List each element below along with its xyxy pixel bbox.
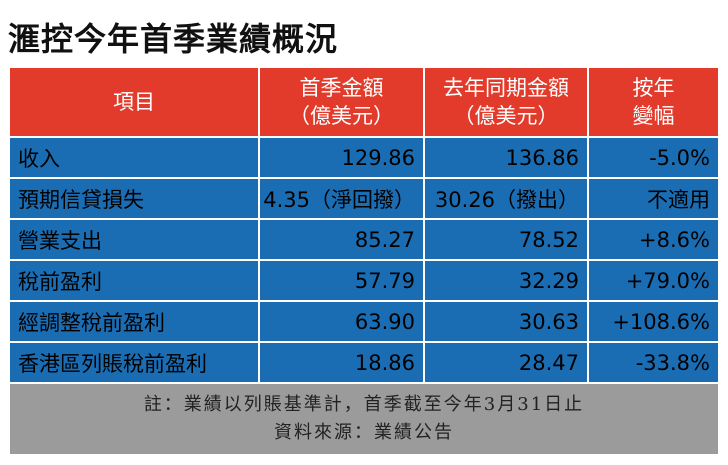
table-row: 營業支出 85.27 78.52 +8.6% bbox=[10, 218, 718, 259]
table-row: 預期信貸損失 4.35（淨回撥） 30.26（撥出） 不適用 bbox=[10, 177, 718, 218]
header-text: （億美元） bbox=[453, 104, 559, 128]
table-cell: 收入 bbox=[18, 146, 60, 171]
table-cell: 預期信貸損失 bbox=[18, 187, 144, 212]
header-cell: 按年 變幅 bbox=[587, 68, 718, 136]
table-cell: 香港區列賬稅前盈利 bbox=[18, 351, 207, 376]
table: 項目 首季金額 （億美元） 去年同期金額 （億美元） 按年變幅收入 129.86 136.86… bbox=[10, 68, 718, 454]
table-cell: 28.47 bbox=[423, 343, 587, 382]
table-cell: -5.0% bbox=[587, 138, 718, 177]
table-cell: 136.86 bbox=[423, 138, 587, 177]
header-text: （億美元） bbox=[289, 104, 394, 128]
table-cell: 4.35（淨回撥） bbox=[258, 179, 423, 218]
table-cell: +108.6% bbox=[587, 302, 718, 341]
table-cell: 63.90 bbox=[258, 302, 423, 341]
table-row: 收入 129.86 136.86 -5.0% bbox=[10, 136, 718, 177]
table-cell: 30.63 bbox=[423, 302, 587, 341]
table-cell: 30.26（撥出） bbox=[423, 179, 587, 218]
table-cell: +8.6% bbox=[587, 220, 718, 259]
table-cell: 57.79 bbox=[258, 261, 423, 300]
table-cell: 經調整稅前盈利 bbox=[18, 310, 165, 335]
table-cell: 129.86 bbox=[258, 138, 423, 177]
table-cell: -33.8% bbox=[587, 343, 718, 382]
table-cell: +79.0% bbox=[587, 261, 718, 300]
title: 滙控今年首季業績概況 bbox=[8, 20, 339, 58]
header-text: 首季金額 bbox=[299, 76, 384, 100]
table-cell: 32.29 bbox=[423, 261, 587, 300]
footer-text: 資料來源：業績公告 bbox=[274, 422, 454, 443]
header-cell: 首季金額 （億美元） bbox=[258, 68, 423, 136]
table-row: 稅前盈利 57.79 32.29 +79.0% bbox=[10, 259, 718, 300]
header-text: 項目 bbox=[113, 90, 155, 114]
header-text: 變幅 bbox=[632, 104, 675, 128]
table-row: 香港區列賬稅前盈利 18.86 28.47 -33.8% bbox=[10, 341, 718, 382]
header-text: 按年 bbox=[632, 76, 675, 100]
table-cell: 85.27 bbox=[258, 220, 423, 259]
table-cell: 稅前盈利 bbox=[18, 269, 102, 294]
header-cell: 項目 bbox=[10, 68, 258, 136]
header-text: 去年同期金額 bbox=[443, 76, 569, 100]
header-cell: 去年同期金額 （億美元） bbox=[423, 68, 587, 136]
table-cell: 18.86 bbox=[258, 343, 423, 382]
footer-text: 註：業績以列賬基準計，首季截至今年3月31日止 bbox=[143, 394, 585, 415]
table-cell: 78.52 bbox=[423, 220, 587, 259]
table-cell: 不適用 bbox=[587, 179, 718, 218]
table-cell: 營業支出 bbox=[18, 228, 102, 253]
header-row: 項目 首季金額 （億美元） 去年同期金額 （億美元） 按年變幅 bbox=[10, 68, 718, 136]
table-row: 經調整稅前盈利 63.90 30.63 +108.6% bbox=[10, 300, 718, 341]
footer: 註：業績以列賬基準計，首季截至今年3月31日止 資料來源：業績公告 bbox=[10, 382, 718, 454]
